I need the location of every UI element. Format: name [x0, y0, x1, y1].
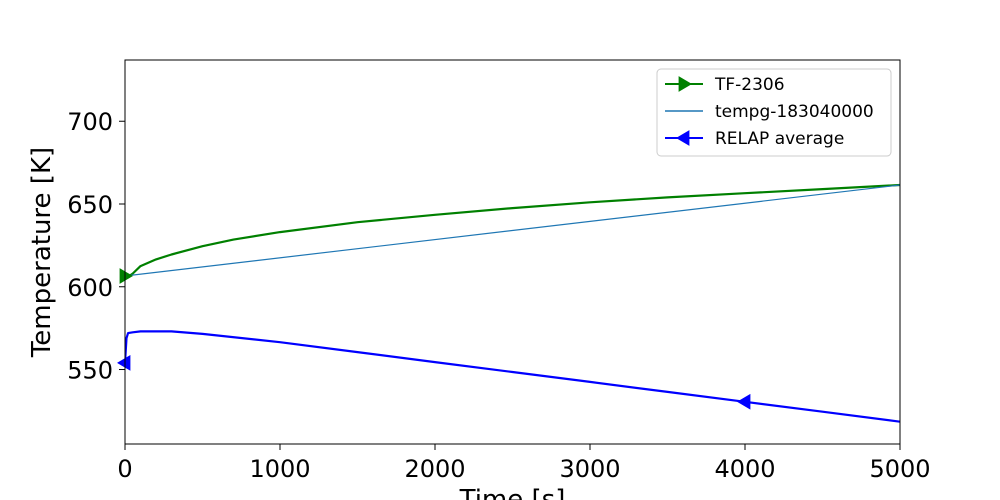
legend-marker-2: [676, 130, 690, 146]
legend-frame: [656, 68, 892, 157]
y-axis-label: Temperature [K]: [27, 147, 57, 358]
x-tick-label: 3000: [559, 455, 620, 483]
series-line-1: [125, 184, 900, 277]
x-tick-label: 1000: [249, 455, 310, 483]
series-line-2: [125, 330, 900, 423]
y-tick-label: 700: [67, 108, 113, 136]
series-line-0: [125, 183, 900, 278]
x-tick-label: 0: [117, 455, 132, 483]
legend-marker-0: [678, 76, 692, 92]
legend-label-2: RELAP average: [715, 129, 844, 149]
y-tick-label: 650: [67, 191, 113, 219]
series-group: [125, 183, 900, 423]
legend-label-0: TF-2306: [714, 75, 785, 95]
legend: TF-2306 tempg-183040000 RELAP average: [656, 68, 892, 157]
plot-frame: [124, 59, 901, 445]
series-marker-2: [737, 393, 751, 410]
x-tick-label: 5000: [869, 455, 930, 483]
y-tick-label: 550: [67, 357, 113, 385]
x-tick-label: 4000: [714, 455, 775, 483]
y-tick-label: 600: [67, 274, 113, 302]
x-axis-label: Time [s]: [459, 485, 566, 500]
x-tick-label: 2000: [404, 455, 465, 483]
series-marker-0: [119, 268, 133, 284]
axis-ticks: 0 1000 2000 3000 4000 5000 550 600 650 700: [67, 108, 930, 483]
plot-area: [117, 59, 901, 445]
legend-label-1: tempg-183040000: [715, 102, 874, 122]
series-marker-2: [117, 355, 131, 371]
